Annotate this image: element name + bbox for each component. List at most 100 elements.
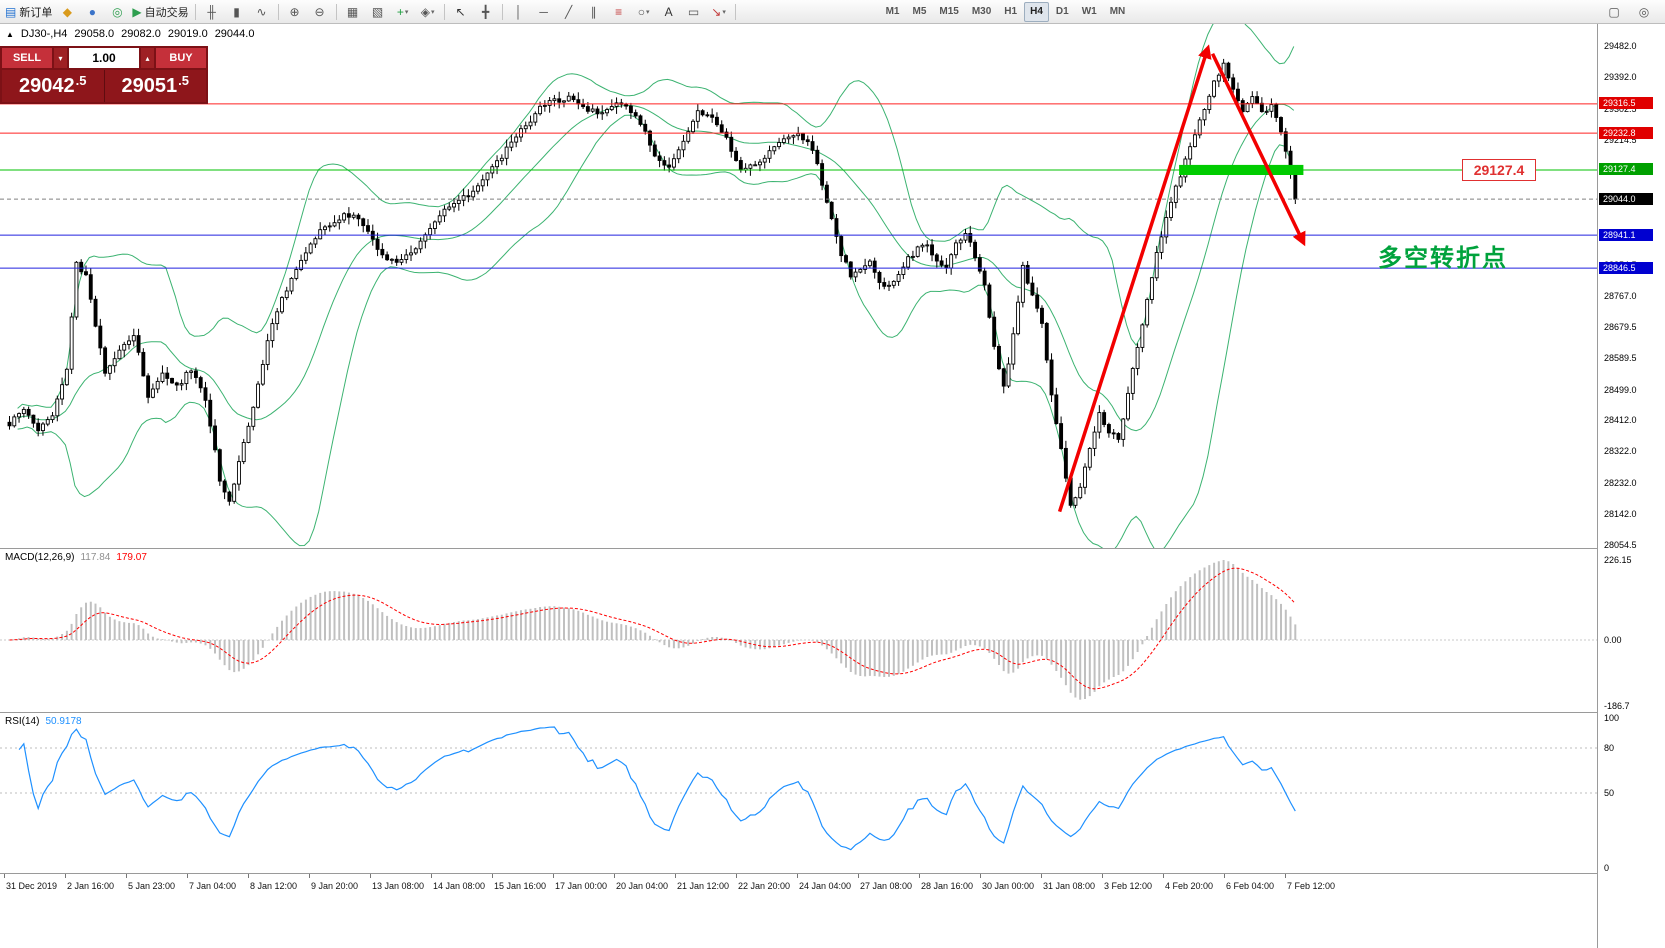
buy-price-frac: .5 [178, 72, 189, 88]
time-tick [919, 874, 920, 878]
autotrading-button[interactable]: ▶ 自动交易 [130, 2, 190, 22]
label-tool-button[interactable]: ▭ [682, 2, 706, 22]
shapes-tool-icon: ○ [637, 4, 645, 19]
arrow-objects-button[interactable]: ↘ ▾ [707, 2, 731, 22]
panel-divider[interactable] [0, 548, 1665, 549]
toolbar-separator [194, 3, 196, 20]
search-icon: ◎ [1638, 4, 1650, 19]
candles [7, 58, 1298, 509]
chart-low: 29019.0 [167, 28, 208, 40]
buy-price[interactable]: 29051.5 [104, 70, 206, 102]
time-tick [1224, 874, 1225, 878]
price-tick-label: 28499.0 [1604, 384, 1637, 395]
time-tick [614, 874, 615, 878]
new-order-icon: ▤ [5, 4, 17, 19]
chart-symbol: DJ30-,H4 [20, 28, 68, 40]
time-label: 4 Feb 20:00 [1165, 881, 1214, 891]
autotrading-label: 自动交易 [144, 6, 189, 19]
price-tick-label: 29214.5 [1604, 134, 1637, 145]
candlestick-mode-icon: ▮ [233, 4, 240, 19]
community-button[interactable]: ◎ [105, 2, 129, 22]
shapes-tool-button[interactable]: ○ ▾ [632, 2, 656, 22]
sell-button[interactable]: SELL [2, 48, 52, 68]
text-tool-button[interactable]: A [657, 2, 681, 22]
tile-windows-icon: ▦ [346, 4, 359, 19]
volume-decrease-button[interactable]: ▾ [54, 48, 67, 68]
time-tick [248, 874, 249, 878]
time-tick [553, 874, 554, 878]
time-tick [675, 874, 676, 878]
price-line-badge: 29127.4 [1599, 163, 1653, 176]
price-chart[interactable] [0, 24, 1597, 548]
price-tick-label: 28589.5 [1604, 352, 1637, 363]
chart-screenshot-button[interactable]: ◆ [55, 2, 79, 22]
time-tick [309, 874, 310, 878]
time-label: 13 Jan 08:00 [372, 881, 425, 891]
timeframe-h1[interactable]: H1 [1004, 6, 1018, 17]
time-tick [187, 874, 188, 878]
cursor-tool-button[interactable]: ↖ [449, 2, 473, 22]
tile-windows-button[interactable]: ▦ [341, 2, 365, 22]
objects-list-button[interactable]: ◈ ▾ [416, 2, 440, 22]
timeframe-m30[interactable]: M30 [971, 6, 992, 17]
time-tick [65, 874, 66, 878]
zoom-out-button[interactable]: ⊖ [308, 2, 332, 22]
one-click-trading-panel: SELL ▾ 1.00 ▴ BUY 29042.5 29051.5 [0, 46, 208, 104]
horizontal-line-tool-button[interactable]: ─ [532, 2, 556, 22]
candlestick-mode-button[interactable]: ▮ [225, 2, 249, 22]
timeframe-m5[interactable]: M5 [912, 6, 927, 17]
panel-divider[interactable] [0, 712, 1665, 713]
window-icon: ▢ [1608, 4, 1620, 19]
time-label: 7 Feb 12:00 [1287, 881, 1336, 891]
chart-screenshot-icon: ◆ [62, 4, 72, 19]
volume-increase-button[interactable]: ▴ [141, 48, 154, 68]
timeframe-m15[interactable]: M15 [939, 6, 959, 17]
sell-price[interactable]: 29042.5 [2, 70, 105, 102]
community-icon: ◎ [112, 4, 123, 19]
arrange-windows-button[interactable]: ▧ [366, 2, 390, 22]
indicators-add-button[interactable]: + ▾ [391, 2, 415, 22]
timeframe-d1[interactable]: D1 [1055, 6, 1069, 17]
time-tick [492, 874, 493, 878]
vertical-line-tool-icon: │ [514, 4, 523, 19]
time-label: 3 Feb 12:00 [1104, 881, 1153, 891]
macd-axis-label: 226.15 [1604, 555, 1632, 565]
caret-down-icon: ▾ [722, 8, 726, 16]
window-button[interactable]: ▢ [1602, 2, 1626, 22]
time-tick [431, 874, 432, 878]
channel-tool-button[interactable]: ∥ [582, 2, 606, 22]
timeframe-mn[interactable]: MN [1109, 6, 1126, 17]
bollinger-middle-band [17, 103, 1295, 432]
time-tick [980, 874, 981, 878]
buy-button[interactable]: BUY [156, 48, 206, 68]
bar-chart-mode-button[interactable]: ╫ [200, 2, 224, 22]
macd-panel[interactable] [0, 549, 1597, 712]
volume-input[interactable]: 1.00 [69, 48, 139, 68]
profile-button[interactable]: ● [80, 2, 104, 22]
timeframe-w1[interactable]: W1 [1081, 6, 1097, 17]
turning-point-note: 多空转折点 [1378, 245, 1508, 272]
timeframe-h4[interactable]: H4 [1024, 1, 1049, 22]
price-axis[interactable]: 29482.029392.029302.529214.529124.529034… [1597, 24, 1665, 948]
new-order-button[interactable]: ▤ 新订单 [3, 2, 54, 22]
time-label: 30 Jan 00:00 [982, 881, 1035, 891]
toolbar-separator [335, 3, 337, 20]
vertical-line-tool-button[interactable]: │ [507, 2, 531, 22]
time-axis[interactable]: 31 Dec 2019 2 Jan 16:00 5 Jan 23:00 7 Jan 0… [0, 874, 1597, 948]
zoom-in-icon: ⊕ [289, 4, 300, 19]
crosshair-tool-button[interactable]: ╋ [474, 2, 498, 22]
toolbar-separator [443, 3, 445, 20]
fibonacci-tool-button[interactable]: ≡ [607, 2, 631, 22]
trendline-tool-button[interactable]: ╱ [557, 2, 581, 22]
trend-arrow-down [1210, 52, 1306, 247]
toolbar-separator [277, 3, 279, 20]
time-tick [1163, 874, 1164, 878]
rsi-panel[interactable] [0, 713, 1597, 873]
indicators-add-icon: + [396, 4, 404, 19]
zoom-in-button[interactable]: ⊕ [283, 2, 307, 22]
timeframe-m1[interactable]: M1 [885, 6, 900, 17]
line-chart-mode-button[interactable]: ∿ [250, 2, 274, 22]
macd-signal-line [9, 567, 1296, 690]
search-button[interactable]: ◎ [1632, 2, 1656, 22]
macd-axis-label: -186.7 [1604, 701, 1630, 711]
